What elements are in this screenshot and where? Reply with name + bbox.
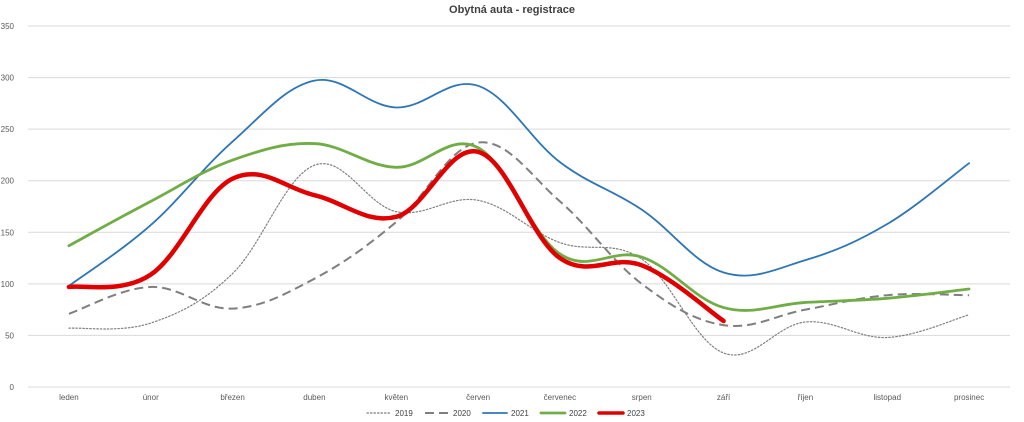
series-line-2021 — [68, 79, 970, 287]
gridlines — [28, 25, 1010, 388]
y-tick-label: 150 — [1, 228, 15, 237]
y-axis: 0 50 100 150 200 250 300 350 — [1, 22, 15, 392]
series-line-2023 — [66, 149, 726, 324]
legend-label: 2020 — [453, 409, 471, 418]
x-tick-label: březen — [220, 393, 244, 402]
x-axis: leden únor březen duben květen červen červenec… — [59, 393, 984, 402]
series-line-2022 — [67, 142, 971, 312]
x-tick-label: listopad — [873, 393, 901, 402]
x-tick-label: červen — [466, 393, 490, 402]
legend-label: 2022 — [569, 409, 587, 418]
x-tick-label: srpen — [632, 393, 652, 402]
y-tick-label: 200 — [1, 177, 15, 186]
x-tick-label: prosinec — [954, 393, 984, 402]
legend-label: 2019 — [395, 409, 413, 418]
legend-label: 2023 — [627, 409, 645, 418]
y-tick-label: 50 — [5, 331, 14, 340]
x-tick-label: září — [717, 393, 731, 402]
series-line-2019 — [68, 163, 970, 356]
y-tick-label: 350 — [1, 22, 15, 31]
series-lines — [66, 79, 971, 356]
y-tick-label: 100 — [1, 280, 15, 289]
y-tick-label: 250 — [1, 125, 15, 134]
legend-label: 2021 — [511, 409, 529, 418]
y-tick-label: 300 — [1, 74, 15, 83]
series-line-2020 — [68, 141, 970, 327]
x-tick-label: květen — [384, 393, 408, 402]
x-tick-label: únor — [143, 393, 159, 402]
x-tick-label: červenec — [544, 393, 576, 402]
x-tick-label: říjen — [798, 393, 814, 402]
legend: 2019 2020 2021 2022 2023 — [366, 409, 645, 418]
x-tick-label: leden — [59, 393, 79, 402]
chart-title: Obytná auta - registrace — [449, 4, 575, 16]
y-tick-label: 0 — [10, 383, 15, 392]
x-tick-label: duben — [303, 393, 325, 402]
